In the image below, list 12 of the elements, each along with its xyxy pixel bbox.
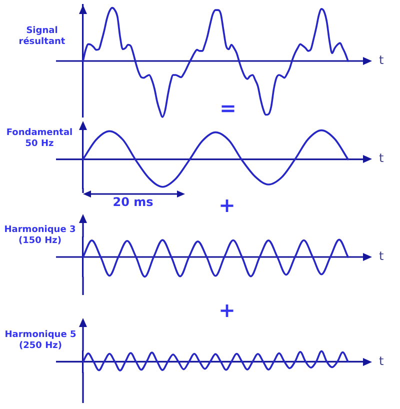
annotation: = <box>218 96 238 120</box>
text: + <box>218 298 236 322</box>
chart-title: Harmonique 3 (150 Hz) <box>3 225 77 247</box>
text: 20 ms <box>112 195 154 210</box>
chart-title: Harmonique 5 (250 Hz) <box>4 330 78 352</box>
x-axis-title: t <box>379 53 384 67</box>
x-axis-title: t <box>379 354 384 368</box>
x-axis-title: t <box>379 151 384 166</box>
chart-title: Fondamental 50 Hz <box>5 128 74 150</box>
text: + <box>218 193 236 217</box>
x-axis-title: t <box>379 249 384 263</box>
text: Signal résultant <box>18 26 66 48</box>
